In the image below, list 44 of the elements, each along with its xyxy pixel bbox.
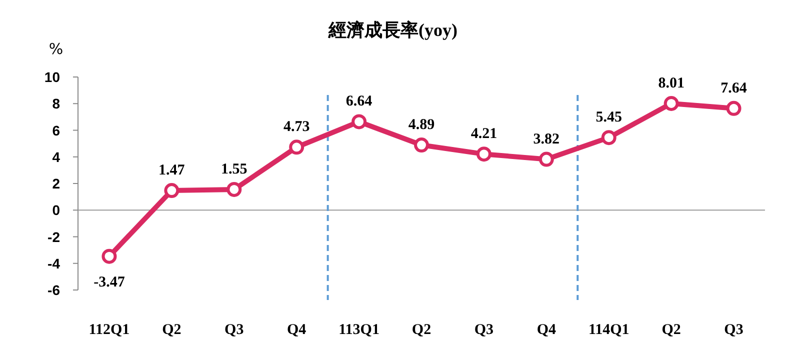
- point: [601, 130, 616, 146]
- point: [414, 138, 429, 153]
- x-tick-label: Q3: [474, 322, 494, 338]
- point: [352, 114, 367, 130]
- data-label: 6.64: [346, 94, 373, 110]
- x-tick-label: Q3: [724, 322, 744, 338]
- y-tick-label: -2: [48, 228, 60, 245]
- x-tick-label: 112Q1: [88, 322, 130, 338]
- point: [164, 183, 180, 198]
- point: [102, 248, 117, 264]
- point: [726, 100, 742, 116]
- y-tick-label: 6: [52, 122, 60, 138]
- x-tick-label: 114Q1: [588, 322, 630, 338]
- y-tick-label: 2: [52, 176, 60, 192]
- data-label: 1.47: [158, 162, 186, 179]
- data-label: 1.55: [221, 161, 248, 178]
- y-tick-label: -6: [48, 282, 60, 298]
- data-label: 4.89: [408, 117, 435, 134]
- y-tick-label: 8: [52, 96, 60, 112]
- x-tick-label: Q4: [287, 322, 307, 338]
- y-tick-label: 4: [52, 148, 60, 165]
- data-label: 3.82: [533, 131, 560, 148]
- point: [289, 140, 304, 155]
- chart-title: 經濟成長率(yoy): [328, 20, 458, 40]
- data-label: 5.45: [596, 110, 622, 126]
- y-tick-label: -4: [48, 255, 60, 272]
- point: [226, 182, 242, 197]
- point: [538, 152, 554, 167]
- data-label: -3.47: [94, 274, 126, 290]
- y-tick-label: 0: [52, 202, 60, 218]
- point: [664, 96, 679, 111]
- data-label: 7.64: [720, 80, 748, 96]
- data-label: 4.21: [470, 126, 498, 142]
- x-tick-label: 113Q1: [338, 322, 380, 338]
- data-label: 8.01: [658, 75, 684, 92]
- x-tick-label: Q3: [224, 322, 244, 338]
- data-label: 4.73: [283, 119, 310, 136]
- x-tick-label: Q4: [536, 322, 556, 338]
- x-tick-label: Q2: [162, 322, 182, 338]
- point: [476, 146, 492, 162]
- y-tick-label: 10: [44, 69, 60, 85]
- y-axis-title: %: [48, 40, 64, 58]
- x-tick-label: Q2: [412, 322, 432, 338]
- x-tick-label: Q2: [662, 322, 681, 338]
